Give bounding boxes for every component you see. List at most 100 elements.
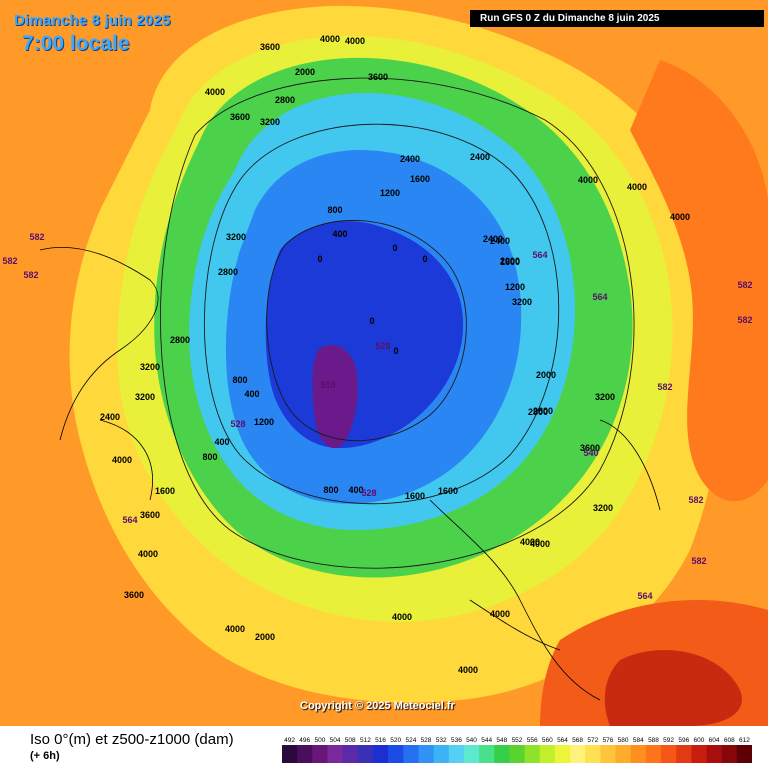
scale-swatch <box>691 745 707 763</box>
z500-contour-label: 564 <box>637 591 652 601</box>
scale-value-label: 504 <box>330 737 341 744</box>
coastline-eurasia <box>429 419 661 701</box>
z500-contour-label: 540 <box>583 448 598 458</box>
iso0-contour-label: 3600 <box>124 590 144 600</box>
iso0-contour-label: 400 <box>348 485 363 495</box>
iso0-contour-label: 4000 <box>520 537 540 547</box>
iso0-contour-label: 800 <box>202 452 217 462</box>
iso0-contour-label: 800 <box>323 485 338 495</box>
iso0-contour-label: 2800 <box>218 267 238 277</box>
z500-contour-label: 582 <box>691 556 706 566</box>
scale-swatch <box>645 745 662 763</box>
iso0-contour-label: 2400 <box>470 152 490 162</box>
iso0-contour-label: 0 <box>422 254 427 264</box>
iso0-contour-label: 2000 <box>500 256 520 266</box>
iso0-contour-label: 1600 <box>410 174 430 184</box>
scale-value-label: 564 <box>557 737 568 744</box>
iso0-contour-label: 4000 <box>345 36 365 46</box>
legend-subtitle: (+ 6h) <box>30 750 60 762</box>
z500-contour-label: 528 <box>230 419 245 429</box>
scale-value-label: 508 <box>345 737 356 744</box>
iso0-contour-label: 4000 <box>112 455 132 465</box>
iso0-contour-label: 400 <box>332 229 347 239</box>
z500-contour-label: 582 <box>688 495 703 505</box>
iso0-contour-label: 1600 <box>500 257 520 267</box>
iso0-contour-label: 3200 <box>260 117 280 127</box>
iso0-contour-label: 3200 <box>595 392 615 402</box>
iso0-contour-label: 800 <box>327 205 342 215</box>
model-run-banner: Run GFS 0 Z du Dimanche 8 juin 2025 <box>470 10 764 27</box>
iso0-contour-label: 4000 <box>205 87 225 97</box>
scale-swatch <box>479 745 495 763</box>
iso0-contour-label: 0 <box>392 243 397 253</box>
iso0-contour-label: 2800 <box>528 407 548 417</box>
scale-value-label: 532 <box>436 737 447 744</box>
iso0-contour-label: 3600 <box>140 510 160 520</box>
iso0-contour-label: 3600 <box>368 72 388 82</box>
scale-swatch <box>585 745 601 763</box>
scale-swatch <box>570 745 586 763</box>
scale-value-label: 516 <box>375 737 386 744</box>
contour-line-outer <box>160 77 635 569</box>
scale-swatch <box>373 745 389 763</box>
scale-swatch <box>418 745 435 763</box>
contour-line-inner <box>266 219 467 442</box>
z500-contour-label: 582 <box>29 232 44 242</box>
iso0-contour-label: 3200 <box>140 362 160 372</box>
scale-value-label: 544 <box>481 737 492 744</box>
scale-value-label: 572 <box>587 737 598 744</box>
scale-swatch <box>736 745 752 763</box>
iso0-contour-label: 3600 <box>260 42 280 52</box>
iso0-contour-label: 4000 <box>320 34 340 44</box>
scale-value-label: 536 <box>451 737 462 744</box>
z500-contour-label: 564 <box>122 515 137 525</box>
scale-value-label: 512 <box>360 737 371 744</box>
scale-value-label: 612 <box>739 737 750 744</box>
coastline-north-america <box>39 246 159 501</box>
iso0-contour-label: 400 <box>214 437 229 447</box>
iso0-contour-label: 3200 <box>226 232 246 242</box>
z500-label-layer: 582 582 582 564 582 528 510 528 564 564 582 582 582 5… <box>2 232 752 601</box>
scale-value-label: 500 <box>314 737 325 744</box>
scale-value-label: 492 <box>284 737 295 744</box>
iso0-contour-label: 1200 <box>380 188 400 198</box>
iso0-contour-label: 3200 <box>135 392 155 402</box>
scale-swatch <box>388 745 404 763</box>
hot-zone-east <box>630 60 768 502</box>
weather-map: 4000 400036003600400036003200200028003200… <box>0 0 768 726</box>
scale-swatch <box>282 745 298 763</box>
z500-contour-label: 528 <box>375 341 390 351</box>
iso0-contour-label: 2800 <box>170 335 190 345</box>
scale-swatch <box>676 745 692 763</box>
iso0-contour-label: 4000 <box>138 549 158 559</box>
iso0-contour-label: 1200 <box>505 282 525 292</box>
iso0-label-layer: 4000 400036003600400036003200200028003200… <box>100 34 690 675</box>
scale-value-label: 528 <box>421 737 432 744</box>
scale-value-label: 540 <box>466 737 477 744</box>
scale-value-label: 584 <box>633 737 644 744</box>
scale-swatch <box>554 745 571 763</box>
iso0-contour-label: 2400 <box>483 234 503 244</box>
scale-value-label: 548 <box>496 737 507 744</box>
scale-swatch <box>706 745 723 763</box>
scale-swatch <box>494 745 510 763</box>
scale-swatch <box>312 745 328 763</box>
color-scale: 492 496 500 504 508 512 516 520 524 528 532 536 540 5… <box>282 737 752 763</box>
iso0-contour-label: 3200 <box>593 503 613 513</box>
scale-value-label: 580 <box>618 737 629 744</box>
iso0-contour-label: 4000 <box>392 612 412 622</box>
scale-value-label: 520 <box>390 737 401 744</box>
iso0-contour-label: 4000 <box>627 182 647 192</box>
iso0-contour-label: 3200 <box>512 297 532 307</box>
scale-swatch <box>357 745 374 763</box>
z500-contour-label: 564 <box>532 250 547 260</box>
scale-value-label: 560 <box>542 737 553 744</box>
scale-value-label: 588 <box>648 737 659 744</box>
iso0-contour-label: 2400 <box>490 236 510 246</box>
z500-contour-label: 582 <box>23 270 38 280</box>
scale-swatch <box>615 745 632 763</box>
scale-swatch <box>721 745 738 763</box>
scale-swatch <box>600 745 616 763</box>
iso0-contour-label: 400 <box>244 389 259 399</box>
scale-value-label: 604 <box>709 737 720 744</box>
